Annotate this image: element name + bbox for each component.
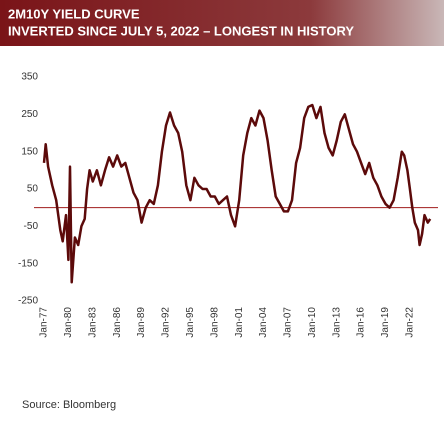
x-tick-label: Jan-80 bbox=[63, 307, 74, 338]
y-tick-label: -150 bbox=[18, 258, 38, 269]
x-tick-label: Jan-22 bbox=[405, 307, 416, 338]
y-tick-label: 350 bbox=[21, 72, 38, 83]
chart-title: 2M10Y YIELD CURVE bbox=[8, 6, 140, 21]
chart-subtitle: INVERTED SINCE JULY 5, 2022 – LONGEST IN… bbox=[8, 23, 354, 38]
x-tick-label: Jan-04 bbox=[258, 307, 269, 338]
x-tick-label: Jan-13 bbox=[331, 307, 342, 338]
y-tick-label: -250 bbox=[18, 296, 38, 307]
yield-line bbox=[42, 103, 432, 284]
x-tick-label: Jan-19 bbox=[380, 307, 391, 338]
source-note: Source: Bloomberg bbox=[22, 399, 116, 411]
y-tick-label: 250 bbox=[21, 109, 38, 120]
x-tick-label: Jan-77 bbox=[39, 307, 50, 338]
x-tick-label: Jan-89 bbox=[136, 307, 147, 338]
x-tick-label: Jan-83 bbox=[87, 307, 98, 338]
y-tick-label: -50 bbox=[24, 221, 39, 232]
x-tick-label: Jan-10 bbox=[307, 307, 318, 338]
x-tick-label: Jan-16 bbox=[356, 307, 367, 338]
y-tick-label: 50 bbox=[27, 184, 39, 195]
x-tick-label: Jan-01 bbox=[234, 307, 245, 338]
x-tick-label: Jan-98 bbox=[209, 307, 220, 338]
y-tick-label: 150 bbox=[21, 146, 38, 157]
x-tick-label: Jan-92 bbox=[161, 307, 172, 338]
x-tick-label: Jan-86 bbox=[112, 307, 123, 338]
header-banner bbox=[0, 0, 444, 46]
x-tick-label: Jan-07 bbox=[283, 307, 294, 338]
x-tick-label: Jan-95 bbox=[185, 307, 196, 338]
